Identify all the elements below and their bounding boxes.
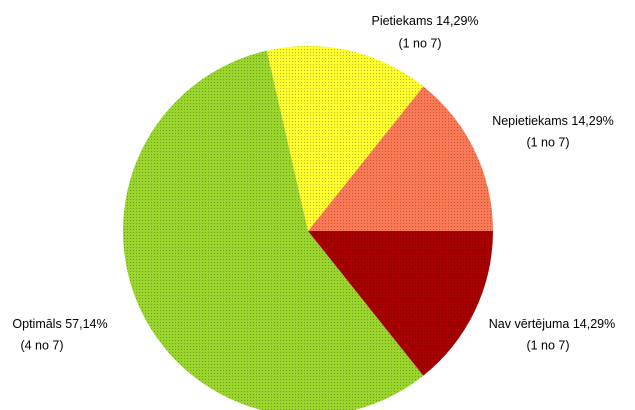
value-label: 14,29% [573,317,615,331]
category-name: Nepietiekams [492,114,568,128]
slice-label: Optimāls 57,14% [12,317,107,331]
slice-label: Nav vērtējuma 14,29% [489,317,615,331]
count-label: (1 no 7) [526,338,569,352]
value-label: 14,29% [571,114,613,128]
pie-slice [266,46,424,231]
count-label: (1 no 7) [398,36,441,50]
count-label: (4 no 7) [20,338,63,352]
pie-slice [308,231,493,376]
category-name: Pietiekams [371,14,432,28]
pie-slice [123,50,424,410]
value-label: 57,14% [65,317,107,331]
pie-slice [308,86,493,231]
value-label: 14,29% [436,14,478,28]
slice-label: Nepietiekams 14,29% [492,114,614,128]
slice-label: Pietiekams 14,29% [371,14,478,28]
category-name: Nav vērtējuma [489,317,570,331]
count-label: (1 no 7) [526,135,569,149]
category-name: Optimāls [12,317,61,331]
